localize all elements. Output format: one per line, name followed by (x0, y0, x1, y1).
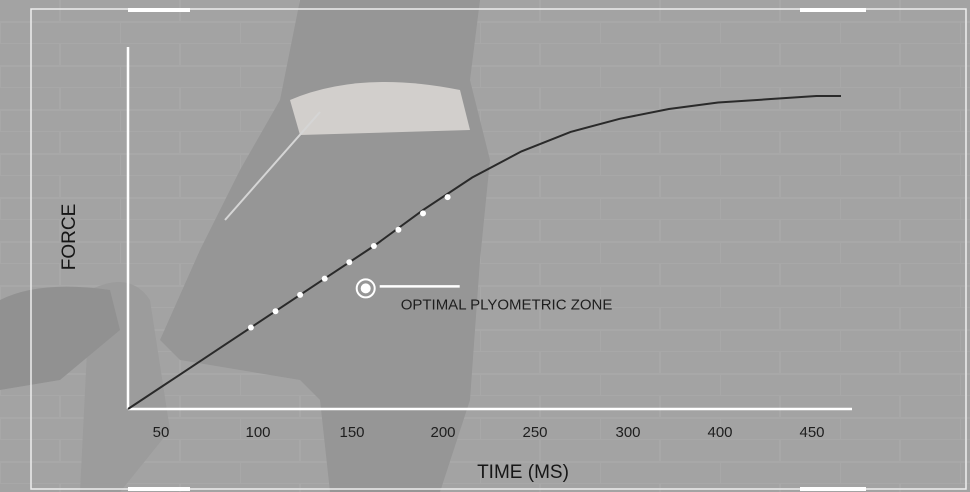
x-tick-label: 400 (707, 424, 732, 441)
optimal-zone-point (247, 324, 254, 331)
optimal-zone-point (346, 259, 353, 266)
x-tick-label: 150 (339, 424, 364, 441)
optimal-zone-point (297, 291, 304, 298)
x-tick-label: 100 (245, 424, 270, 441)
optimal-zone-point (444, 194, 451, 201)
y-axis-title: FORCE (59, 204, 80, 271)
annotation: OPTIMAL PLYOMETRIC ZONE (355, 278, 613, 313)
x-axis-title: TIME (MS) (477, 462, 569, 483)
optimal-zone-point (321, 275, 328, 282)
annotation-marker-ring (355, 278, 376, 299)
x-tick-labels: 50 100 150 200 250 300 400 450 (153, 424, 825, 441)
optimal-zone-points (247, 194, 451, 331)
series-line (127, 95, 841, 410)
x-tick-label: 200 (430, 424, 455, 441)
optimal-zone-point (272, 308, 279, 315)
optimal-zone-point (370, 243, 377, 249)
x-tick-label: 300 (615, 424, 640, 441)
x-tick-label: 250 (522, 424, 547, 441)
annotation-label: OPTIMAL PLYOMETRIC ZONE (401, 296, 613, 313)
optimal-zone-point (420, 210, 426, 217)
x-tick-label: 50 (153, 424, 170, 441)
x-tick-label: 450 (799, 424, 824, 441)
optimal-zone-point (395, 226, 402, 233)
chart-axes (126, 47, 852, 411)
annotation-marker-icon (360, 283, 371, 294)
